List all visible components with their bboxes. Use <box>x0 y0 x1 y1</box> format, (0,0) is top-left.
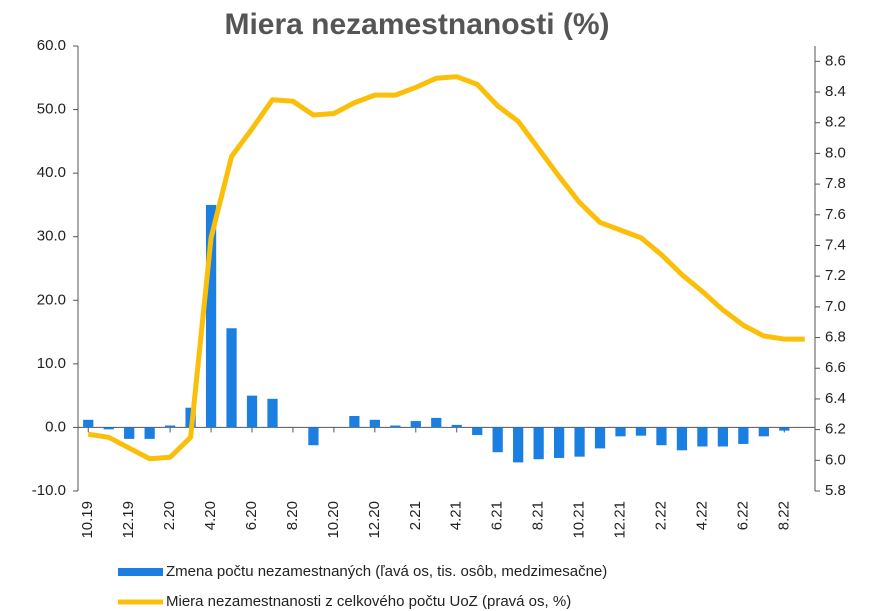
x-tick-label: 6.22 <box>734 501 751 530</box>
x-tick-label: 8.22 <box>775 501 792 530</box>
bar <box>472 427 483 436</box>
bar <box>308 427 319 446</box>
bar <box>635 427 647 436</box>
x-tick-label: 6.20 <box>243 501 260 530</box>
y2-tick-label: 7.6 <box>825 206 846 223</box>
bar <box>103 427 114 430</box>
y2-tick-label: 7.0 <box>825 298 846 315</box>
x-tick-label: 2.22 <box>652 501 669 530</box>
y2-tick-label: 6.8 <box>825 329 846 346</box>
y2-tick-label: 7.4 <box>825 236 846 253</box>
legend-label: Miera nezamestnanosti z celkového počtu … <box>166 593 571 610</box>
y2-tick-label: 5.8 <box>825 482 846 499</box>
y2-tick-label: 6.2 <box>825 421 846 438</box>
x-tick-label: 4.22 <box>693 501 710 530</box>
bar <box>390 425 401 428</box>
y2-tick-label: 8.6 <box>825 52 846 69</box>
x-tick-label: 4.20 <box>202 501 219 530</box>
bar <box>83 419 94 428</box>
bar <box>431 417 442 428</box>
y2-tick-label: 8.2 <box>825 114 846 131</box>
x-tick-label: 10.20 <box>325 501 342 539</box>
bar <box>226 328 237 428</box>
x-tick-label: 12.19 <box>120 501 137 539</box>
bar <box>697 427 708 447</box>
bar <box>513 427 524 463</box>
y-tick-label: 60.0 <box>37 37 66 54</box>
x-tick-label: 2.21 <box>407 501 424 530</box>
bar <box>349 415 360 428</box>
y2-tick-label: 6.0 <box>825 451 846 468</box>
x-tick-label: 10.19 <box>79 501 96 539</box>
bar <box>144 427 155 439</box>
bar <box>369 419 380 428</box>
bar <box>738 427 749 444</box>
bar <box>451 424 462 428</box>
bar <box>553 427 565 458</box>
y2-tick-label: 8.4 <box>825 83 846 100</box>
bar <box>267 398 278 428</box>
bar <box>492 427 503 453</box>
x-tick-label: 4.21 <box>448 501 465 530</box>
bar <box>758 427 769 437</box>
line <box>87 74 805 462</box>
y2-tick-label: 7.2 <box>825 267 846 284</box>
bar <box>205 204 217 428</box>
x-tick-label: 8.21 <box>530 501 547 530</box>
bar <box>124 427 135 439</box>
y-tick-label: 30.0 <box>37 228 66 245</box>
bar <box>574 427 585 457</box>
bar <box>165 425 176 428</box>
y-tick-label: -10.0 <box>32 482 66 499</box>
x-tick-label: 2.20 <box>161 501 178 530</box>
bar <box>676 427 688 451</box>
y-tick-label: 0.0 <box>45 418 66 435</box>
bar <box>615 427 626 437</box>
y2-tick-label: 8.0 <box>825 144 846 161</box>
x-tick-label: 12.20 <box>366 501 383 539</box>
y2-tick-label: 7.8 <box>825 175 846 192</box>
bar <box>533 427 544 460</box>
bar <box>717 427 728 447</box>
y2-tick-label: 6.4 <box>825 390 846 407</box>
chart-title: Miera nezamestnanosti (%) <box>224 8 609 41</box>
y-tick-label: 20.0 <box>37 291 66 308</box>
y-tick-label: 50.0 <box>37 101 66 118</box>
x-tick-label: 8.20 <box>284 501 301 530</box>
legend-swatch <box>118 568 163 576</box>
bar <box>246 395 258 428</box>
bar <box>410 421 421 428</box>
x-tick-label: 12.21 <box>611 501 628 539</box>
legend-label: Zmena počtu nezamestnaných (ľavá os, tis… <box>166 563 607 580</box>
y-tick-label: 10.0 <box>37 355 66 372</box>
x-tick-label: 10.21 <box>571 501 588 539</box>
x-tick-label: 6.21 <box>489 501 506 530</box>
bar <box>779 427 790 431</box>
bar <box>594 427 606 449</box>
bar <box>656 427 667 446</box>
y-tick-label: 40.0 <box>37 164 66 181</box>
y2-tick-label: 6.6 <box>825 359 846 376</box>
